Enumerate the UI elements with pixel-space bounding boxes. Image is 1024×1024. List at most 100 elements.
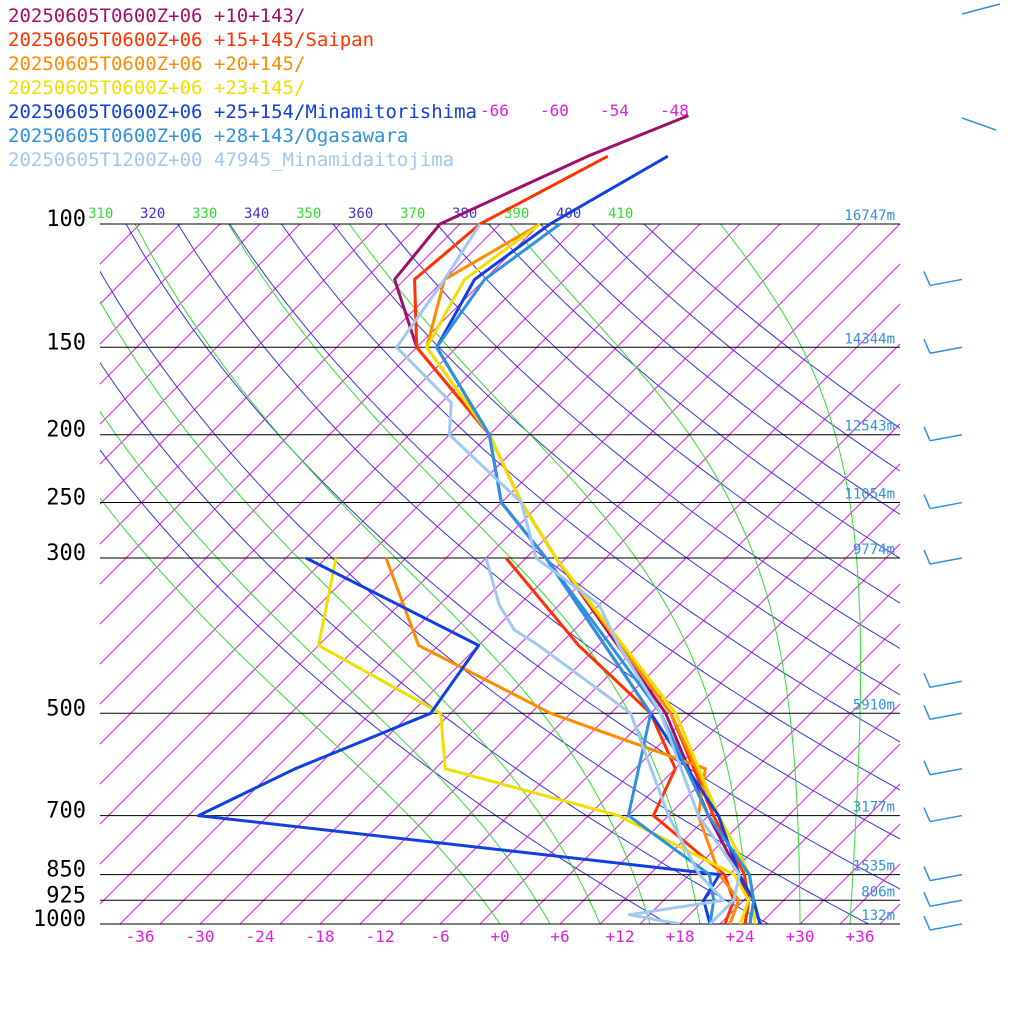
isotherm-line (159, 224, 861, 924)
isotherm-line (679, 703, 900, 924)
isotherm-line (100, 224, 301, 425)
theta-label: 340 (244, 206, 269, 222)
wind-barb (923, 338, 963, 355)
series-group (435, 222, 756, 924)
wind-barb (923, 549, 963, 565)
height-label: 3177m (853, 800, 895, 816)
isotherm-line (799, 823, 900, 924)
isotherm-top-label: -66 (480, 101, 509, 120)
wind-barb (923, 271, 963, 287)
isotherm-line (759, 783, 900, 924)
pressure-label: 700 (46, 799, 86, 824)
isotherm-line (239, 263, 900, 924)
temperature-line (395, 223, 741, 924)
temperature-tick-label: +6 (550, 927, 569, 946)
isotherm-line (100, 224, 461, 585)
isotherm-line (599, 623, 900, 924)
series-group (395, 223, 741, 924)
wind-barb (923, 866, 963, 882)
theta-label: 330 (192, 206, 217, 222)
height-label: 14344m (844, 331, 895, 347)
temperature-tick-label: +36 (846, 927, 875, 946)
pressure-label: 300 (46, 541, 86, 566)
wind-barb (923, 494, 963, 510)
isotherm-line (119, 224, 821, 924)
isotherm-top-label: -48 (660, 101, 689, 120)
wind-barb (923, 915, 963, 931)
dewpoint-line (484, 557, 726, 924)
wind-barb (923, 426, 963, 442)
isotherm-line (639, 663, 900, 924)
legend-entry: 20250605T0600Z+06 +28+143/Ogasawara (8, 125, 408, 147)
theta-label: 310 (88, 206, 113, 222)
isotherm-line (100, 224, 661, 785)
isotherm-line (100, 224, 541, 665)
isotherm-line (399, 423, 900, 924)
pressure-label: 1000 (33, 907, 86, 932)
pressure-label: 100 (46, 207, 86, 232)
pressure-label: 925 (46, 883, 86, 908)
pressure-label: 250 (46, 486, 86, 511)
isobar-lines (100, 223, 900, 925)
temperature-tick-label: +18 (666, 927, 695, 946)
isotherm-line (519, 543, 900, 924)
temperature-tick-label: -30 (186, 927, 215, 946)
isotherm-top-label: -60 (540, 101, 569, 120)
temperature-tick-label: +12 (606, 927, 635, 946)
isotherm-line (479, 503, 900, 924)
sounding-series (196, 114, 762, 924)
pressure-label: 500 (46, 696, 86, 721)
moist-adiabat-line (227, 224, 701, 924)
theta-label: 410 (608, 206, 633, 222)
theta-label: 320 (140, 206, 165, 222)
height-label: 11054m (844, 487, 895, 503)
isotherm-line (559, 583, 900, 924)
wind-barb (961, 3, 1001, 131)
temperature-tick-label: +24 (726, 927, 755, 946)
height-label: 132m (861, 908, 895, 924)
isotherm-line (719, 743, 900, 924)
wind-barb (923, 672, 963, 688)
temperature-tick-label: -6 (430, 927, 449, 946)
temperature-tick-label: -24 (246, 927, 275, 946)
isotherm-line (100, 224, 221, 345)
axis-labels: 100 16747m 150 14344m 200 12543m 250 11054m 300 9… (33, 101, 895, 946)
temperature-tick-label: -36 (126, 927, 155, 946)
height-label: 16747m (844, 208, 895, 224)
height-label: 9774m (853, 542, 895, 558)
isotherm-line (100, 224, 421, 545)
theta-label: 370 (400, 206, 425, 222)
theta-label: 360 (348, 206, 373, 222)
isotherm-line (279, 303, 900, 924)
isotherm-line (839, 863, 900, 924)
height-label: 5910m (853, 697, 895, 713)
height-label: 1535m (853, 859, 895, 875)
pressure-label: 150 (46, 330, 86, 355)
isotherm-line (100, 224, 181, 305)
wind-barb (923, 760, 963, 776)
legend-entry: 20250605T0600Z+06 +15+145/Saipan (8, 29, 374, 51)
isotherm-line (100, 224, 741, 865)
dewpoint-line (196, 556, 721, 924)
wind-barb (923, 704, 963, 721)
wind-barb (923, 807, 963, 823)
isotherm-line (359, 383, 900, 924)
isotherm-line (0, 224, 20, 924)
isotherm-line (100, 224, 581, 705)
height-label: 12543m (844, 419, 895, 435)
isotherm-line (439, 463, 900, 924)
isotherm-top-label: -54 (600, 101, 629, 120)
wind-barb-column (923, 3, 1001, 931)
temperature-tick-label: -12 (366, 927, 395, 946)
legend-entry: 20250605T1200Z+00 47945_Minamidaitojima (8, 149, 454, 171)
dewpoint-line (317, 557, 751, 924)
isotherm-line (319, 343, 900, 924)
isotherm-line (100, 224, 501, 625)
isotherm-line (879, 903, 900, 924)
legend-entry: 20250605T0600Z+06 +10+143/ (8, 5, 305, 27)
pressure-label: 850 (46, 858, 86, 883)
isotherm-line (100, 224, 381, 505)
isotherm-line (100, 224, 341, 465)
